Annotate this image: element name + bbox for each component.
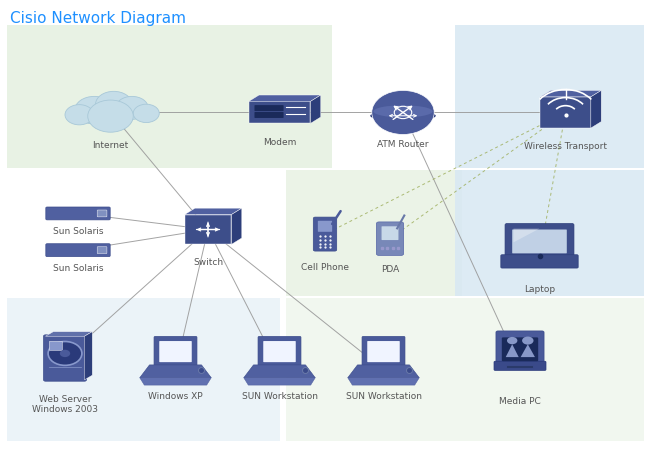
Polygon shape [248, 101, 311, 123]
Text: Windows XP: Windows XP [148, 392, 203, 402]
FancyBboxPatch shape [97, 210, 107, 217]
FancyBboxPatch shape [263, 341, 296, 362]
FancyBboxPatch shape [44, 335, 86, 381]
Ellipse shape [370, 110, 436, 121]
Polygon shape [140, 365, 211, 378]
Ellipse shape [373, 105, 433, 118]
Polygon shape [348, 365, 419, 378]
FancyBboxPatch shape [49, 341, 62, 351]
Circle shape [88, 100, 133, 132]
Polygon shape [248, 95, 320, 101]
Polygon shape [348, 378, 419, 385]
Polygon shape [140, 378, 211, 385]
FancyBboxPatch shape [362, 336, 405, 366]
Polygon shape [84, 331, 92, 380]
Polygon shape [46, 331, 92, 336]
Circle shape [60, 350, 70, 357]
FancyBboxPatch shape [455, 25, 644, 168]
Polygon shape [244, 365, 315, 378]
Polygon shape [185, 208, 242, 214]
Text: ATM Router: ATM Router [377, 140, 429, 149]
Circle shape [75, 96, 114, 124]
Polygon shape [591, 90, 601, 128]
FancyBboxPatch shape [97, 246, 107, 253]
Polygon shape [311, 95, 320, 123]
Text: Internet: Internet [92, 141, 129, 151]
Polygon shape [244, 378, 315, 385]
Polygon shape [521, 344, 535, 357]
Polygon shape [514, 229, 540, 242]
FancyBboxPatch shape [46, 244, 110, 257]
Text: SUN Workstation: SUN Workstation [242, 392, 317, 402]
FancyBboxPatch shape [496, 331, 544, 365]
Circle shape [116, 96, 148, 119]
Circle shape [48, 341, 82, 365]
Text: Cisio Network Diagram: Cisio Network Diagram [10, 11, 186, 27]
Circle shape [133, 104, 159, 123]
Text: Sun Solaris: Sun Solaris [53, 227, 103, 236]
FancyBboxPatch shape [505, 224, 574, 257]
FancyBboxPatch shape [313, 217, 337, 251]
Text: Modem: Modem [263, 138, 296, 147]
Text: Sun Solaris: Sun Solaris [53, 264, 103, 273]
FancyBboxPatch shape [6, 25, 332, 168]
FancyBboxPatch shape [455, 170, 644, 296]
Circle shape [507, 337, 517, 344]
Text: Switch: Switch [193, 258, 223, 268]
Text: Media PC: Media PC [499, 397, 541, 406]
FancyBboxPatch shape [494, 361, 546, 370]
Polygon shape [540, 90, 601, 97]
Text: Web Server
Windows 2003: Web Server Windows 2003 [32, 395, 98, 414]
FancyBboxPatch shape [258, 336, 301, 366]
FancyBboxPatch shape [46, 207, 110, 220]
Text: Wireless Transport: Wireless Transport [524, 142, 607, 151]
FancyBboxPatch shape [382, 226, 398, 240]
Text: SUN Workstation: SUN Workstation [346, 392, 421, 402]
FancyBboxPatch shape [500, 255, 578, 268]
Text: PDA: PDA [381, 265, 399, 274]
Text: Cell Phone: Cell Phone [301, 263, 349, 272]
FancyBboxPatch shape [255, 112, 283, 118]
Text: Laptop: Laptop [524, 285, 555, 295]
Polygon shape [231, 208, 242, 244]
Polygon shape [506, 344, 519, 357]
FancyBboxPatch shape [6, 298, 280, 441]
Circle shape [65, 105, 94, 125]
FancyBboxPatch shape [318, 221, 332, 232]
FancyBboxPatch shape [286, 170, 462, 296]
Circle shape [522, 336, 534, 345]
FancyBboxPatch shape [367, 341, 400, 362]
FancyBboxPatch shape [255, 105, 283, 111]
FancyBboxPatch shape [376, 222, 404, 255]
Polygon shape [185, 214, 231, 244]
FancyBboxPatch shape [502, 337, 538, 361]
FancyBboxPatch shape [286, 298, 644, 441]
FancyBboxPatch shape [159, 341, 192, 362]
Circle shape [96, 91, 132, 117]
FancyBboxPatch shape [512, 230, 567, 253]
Circle shape [372, 90, 434, 134]
Polygon shape [540, 97, 591, 128]
FancyBboxPatch shape [154, 336, 197, 366]
